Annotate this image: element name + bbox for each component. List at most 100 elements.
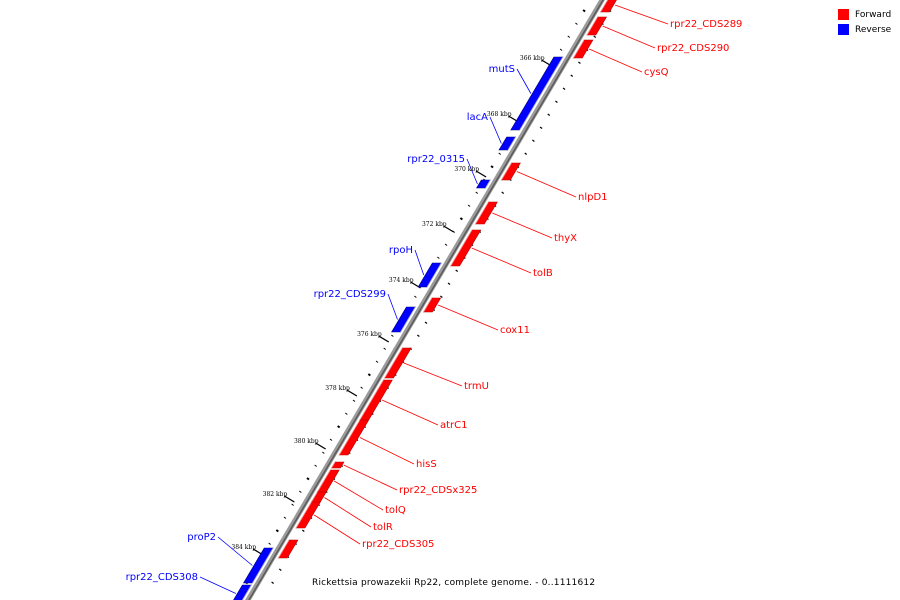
gene-label-reverse: rpr22_CDS308 <box>126 572 198 583</box>
scale-mark-left <box>314 464 317 467</box>
tick-mark <box>378 335 390 343</box>
gene-label-reverse-leader <box>217 536 253 566</box>
legend-forward-label: Forward <box>855 9 892 20</box>
scale-mark-left <box>299 490 302 493</box>
scale-mark-right <box>271 581 274 584</box>
gene-label-forward: atrC1 <box>440 420 468 431</box>
scale-mark-left <box>360 386 363 389</box>
gene-forward-highlight <box>330 461 336 469</box>
gene-forward-highlight <box>338 419 361 456</box>
forward-swatch <box>838 9 849 20</box>
scale-mark-left <box>275 529 279 533</box>
scale-mark-left <box>383 347 386 350</box>
gene-label-reverse: rpr22_CDS299 <box>314 289 386 300</box>
gene-label-forward: rpr22_CDS290 <box>657 43 729 54</box>
gene-label-forward-leader <box>602 25 656 49</box>
scale-mark-left <box>444 243 448 246</box>
scale-mark-left <box>475 191 479 194</box>
scale-mark-right <box>416 334 420 337</box>
gene-label-reverse: proP2 <box>187 532 216 543</box>
gene-label-reverse-leader <box>466 158 478 185</box>
gene-reverse-highlight <box>519 56 564 131</box>
gene-label-forward-leader <box>381 399 439 426</box>
gene-label-forward-leader <box>588 48 643 73</box>
gene-label-forward: tolQ <box>385 505 406 516</box>
scale-mark-left <box>575 22 578 25</box>
gene-forward-highlight <box>277 539 290 559</box>
gene-label-forward-leader <box>324 497 372 528</box>
gene-reverse-highlight <box>485 179 491 189</box>
scale-mark-right <box>539 126 543 129</box>
gene-forward-highlight <box>500 162 512 181</box>
gene-label-reverse-leader <box>489 116 502 144</box>
scale-mark-right <box>562 87 566 90</box>
scale-mark-left <box>352 399 356 402</box>
gene-forward-highlight <box>310 491 318 504</box>
tick-label: 372 kbp <box>422 221 447 228</box>
scale-mark-right <box>501 191 505 194</box>
scale-mark-left <box>375 360 379 363</box>
gene-forward-highlight <box>316 469 331 493</box>
scale-mark-left <box>437 256 440 259</box>
tick-label: 382 kbp <box>263 491 288 498</box>
gene-label-reverse-leader <box>516 68 532 94</box>
scale-mark-right <box>524 152 528 155</box>
gene-label-forward: nlpD1 <box>578 192 608 203</box>
scale-mark-left <box>391 334 394 337</box>
gene-label-reverse: mutS <box>489 64 515 75</box>
gene-label-reverse-leader <box>414 249 425 276</box>
backbone-line <box>245 0 605 600</box>
scale-mark-left <box>329 438 333 441</box>
scale-mark-right <box>439 295 443 298</box>
scale-mark-left <box>490 165 494 169</box>
scale-mark-right <box>301 529 305 532</box>
scale-mark-right <box>424 321 428 324</box>
gene-label-reverse-leader <box>199 576 237 594</box>
scale-mark-left <box>582 9 586 13</box>
reverse-swatch <box>838 24 849 35</box>
gene-reverse-highlight <box>507 136 517 151</box>
tick-mark <box>346 389 358 397</box>
scale-mark-left <box>283 516 287 519</box>
scale-mark-right <box>570 74 574 77</box>
tick-mark <box>284 495 295 503</box>
scale-mark-right <box>455 269 459 272</box>
scale-mark-left <box>414 295 417 298</box>
scale-mark-left <box>559 48 563 51</box>
gene-reverse <box>510 56 564 131</box>
tick-label: 374 kbp <box>389 277 414 284</box>
gene-label-forward: cysQ <box>644 67 669 78</box>
gene-reverse-highlight <box>241 584 252 600</box>
scale-mark-left <box>467 204 471 207</box>
tick-label: 368 kbp <box>487 111 512 118</box>
gene-label-forward-leader <box>516 171 577 198</box>
tick-label: 376 kbp <box>357 331 382 338</box>
gene-forward-highlight <box>450 229 473 267</box>
gene-label-forward-leader <box>334 480 384 511</box>
gene-label-forward-leader <box>313 514 361 545</box>
gene-reverse-highlight <box>252 547 274 584</box>
gene-label-forward-leader <box>359 437 415 465</box>
scale-mark-left <box>337 425 341 429</box>
gene-label-forward: hisS <box>416 459 437 470</box>
scale-mark-left <box>345 412 348 415</box>
gene-label-forward: rpr22_CDSx325 <box>399 485 477 496</box>
gene-label-forward: tolB <box>533 268 553 279</box>
gene-label-forward-leader <box>492 212 553 239</box>
scale-mark-left <box>459 217 463 221</box>
tick-label: 384 kbp <box>231 544 256 551</box>
gene-label-forward: rpr22_CDS289 <box>670 19 742 30</box>
gene-forward-highlight <box>599 0 609 13</box>
scale-mark-right <box>532 139 535 142</box>
legend: Forward Reverse <box>838 7 891 37</box>
gene-forward-highlight <box>572 39 585 59</box>
genome-caption: Rickettsia prowazekii Rp22, complete gen… <box>312 578 596 588</box>
gene-forward-highlight <box>586 16 598 36</box>
gene-label-forward-leader <box>403 362 463 387</box>
tick-label: 370 kbp <box>454 166 479 173</box>
scale-mark-left <box>498 152 502 155</box>
backbone-core <box>248 0 604 600</box>
gene-label-reverse-leader <box>387 293 398 320</box>
gene-reverse-highlight <box>400 306 416 333</box>
